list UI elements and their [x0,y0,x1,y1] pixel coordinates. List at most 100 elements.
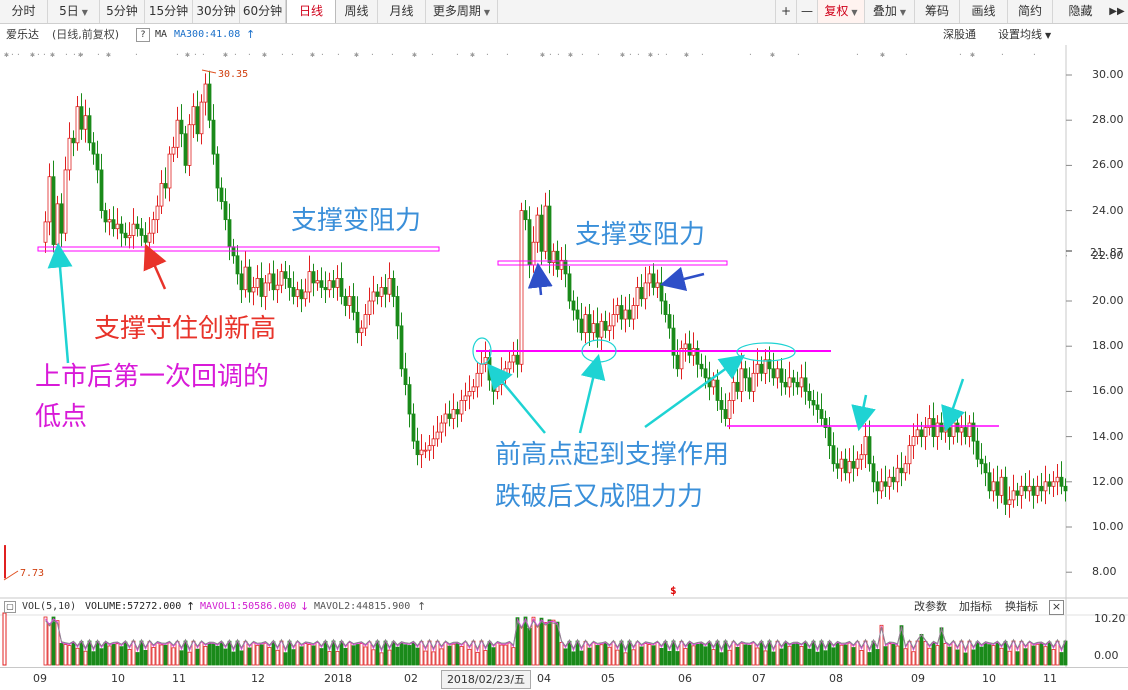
candle-body [507,361,512,370]
volume-bar [531,616,536,666]
volume-bar [219,641,224,666]
volume-bar [835,642,840,666]
period-tab-monthly[interactable]: 月线 [378,0,426,23]
volume-bar [443,641,448,666]
candle-body [147,232,152,243]
volume-bar [759,641,764,666]
candle-body [547,205,552,263]
period-tab-60min[interactable]: 60分钟 [240,0,286,23]
volume-bar [111,643,116,666]
period-tab-5day[interactable]: 5日 ▼ [48,0,100,23]
volume-bar [1031,645,1036,666]
chips-button[interactable]: 筹码 [915,0,960,23]
volume-bar [815,651,820,666]
candle-body [715,379,720,401]
volume-bar [899,625,904,666]
candle-body [851,461,856,469]
period-tab-5min[interactable]: 5分钟 [100,0,145,23]
volume-bar [583,641,588,666]
volume-bar [131,640,136,666]
volume-bar [515,617,520,666]
draw-line-button[interactable]: 画线 [960,0,1008,23]
hide-button[interactable]: 隐藏 [1068,4,1093,18]
volume-bar [983,643,988,666]
candle-body [1043,481,1048,492]
candle-body [719,400,724,410]
candle-body [747,377,752,392]
volume-bar [1055,640,1060,666]
candle-body [607,325,612,331]
volume-bar [827,641,832,666]
volume-bar [299,646,304,666]
volume-bar [771,651,776,666]
volume-bar [639,646,644,666]
period-tab-weekly[interactable]: 周线 [336,0,378,23]
candle-body [751,372,756,392]
double-chevron-right-icon[interactable]: ▶▶ [1109,6,1125,17]
event-marker: · [958,50,963,59]
overlay-dropdown[interactable]: 叠加 ▼ [865,0,915,23]
ma-settings-dropdown[interactable]: 设置均线 ▼ [998,25,1051,46]
volume-bar [495,642,500,666]
candle-body [211,119,216,155]
event-marker: · [664,50,669,59]
zoom-in-button[interactable]: + [775,0,797,23]
volume-bar [447,645,452,666]
volume-bar [523,616,528,666]
candle-body [931,418,936,437]
volume-bar [819,640,824,666]
switch-indicator-button[interactable]: 换指标 [1005,600,1038,613]
period-tab-daily[interactable]: 日线 [286,0,336,23]
candle-body [775,368,780,379]
event-marker: ✱ [880,50,885,59]
volume-bar [231,651,236,666]
volume-bar [243,641,248,666]
volume-bar [307,643,312,666]
chart-info-bar: 爱乐达 (日线,前复权) ? MA MA300:41.08 ↑ 深股通 设置均线… [0,25,1128,45]
candle-body [1007,499,1012,505]
candle-body [855,458,860,469]
candle-body [727,400,732,419]
candle-body [891,476,896,483]
simple-mode-button[interactable]: 简约 [1008,0,1053,23]
mavol1-line [45,617,1066,653]
candle-body [59,203,64,234]
period-tab-30min[interactable]: 30分钟 [193,0,240,23]
volume-bar [767,640,772,666]
expand-icon[interactable]: ▢ [4,601,16,613]
more-periods-dropdown[interactable]: 更多周期 ▼ [426,0,498,23]
price-chart[interactable]: ✱ · · ✱ · · ✱ · · ✱· · ✱ · · ✱ · · ✱ · · ✱ · · ✱ · · ✱ · · ✱ · · ✱ · · ✱ · · ✱… [0,45,1128,667]
candle-body [275,284,280,291]
candle-body [659,282,664,302]
event-marker: ✱ [185,50,190,59]
candle-body [455,409,460,415]
event-marker: ✱ [412,50,417,59]
volume-bar [991,645,996,666]
period-tab-intraday[interactable]: 分时 [0,0,48,23]
candle-body [863,436,868,456]
exchange-link[interactable]: 深股通 [943,28,976,41]
volume-bar [399,642,404,666]
candle-body [555,250,560,270]
volume-bar [947,646,952,666]
support-line-1 [37,246,440,252]
volume-bar [175,641,180,666]
candle-body [887,476,892,487]
volume-bar [507,642,512,666]
candle-body [131,223,136,236]
ma300-value: MA300:41.08 [174,29,241,40]
event-marker: · [700,50,705,59]
period-tab-15min[interactable]: 15分钟 [145,0,193,23]
change-params-button[interactable]: 改参数 [914,600,947,613]
adjust-dropdown[interactable]: 复权 ▼ [818,0,865,23]
help-icon[interactable]: ? [136,28,150,42]
zoom-out-button[interactable]: — [797,0,818,23]
arrow-support-4a [851,394,876,432]
add-indicator-button[interactable]: 加指标 [959,600,992,613]
volume-bar [1047,641,1052,666]
event-marker: ✱ [4,50,9,59]
volume-bar [1063,640,1068,666]
candle-body [283,271,288,279]
close-icon[interactable]: × [1049,600,1064,615]
volume-bar [83,650,88,666]
